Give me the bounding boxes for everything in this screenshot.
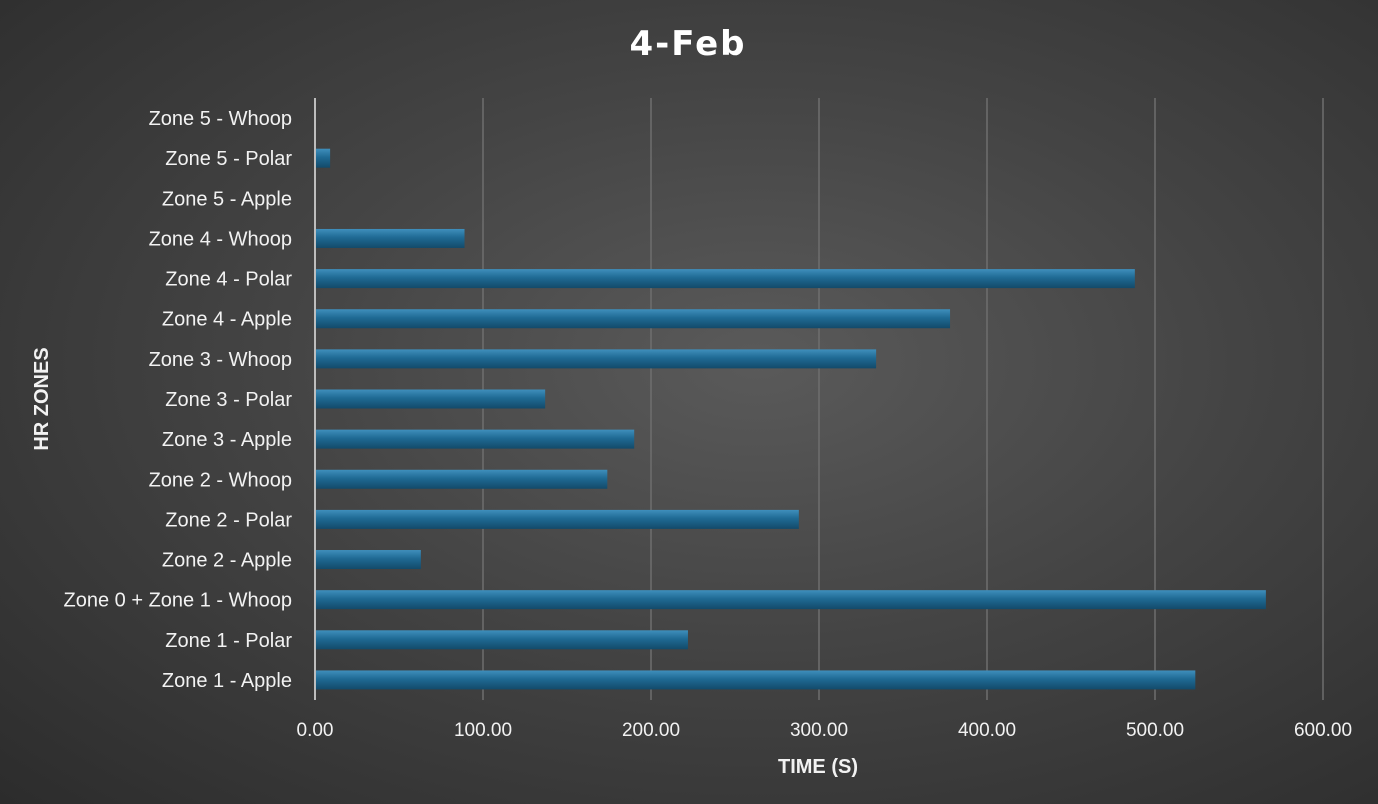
x-tick-labels: 0.00 100.00 200.00 300.00 400.00 500.00 600.00 [297,720,1353,741]
bar [315,228,465,248]
bar [315,630,688,650]
bar [315,148,331,168]
x-tick-label: 200.00 [622,720,680,741]
bar [315,309,951,329]
category-labels: Zone 1 - Apple Zone 1 - Polar Zone 0 + Zon… [64,108,293,692]
category-label: Zone 4 - Whoop [149,228,292,250]
bar [315,469,608,489]
category-label: Zone 1 - Polar [165,630,292,652]
x-tick-label: 0.00 [297,720,334,741]
x-tick-label: 300.00 [790,720,848,741]
chart-title: 4-Feb [629,24,746,64]
category-label: Zone 2 - Polar [165,509,292,531]
x-tick-label: 600.00 [1294,720,1352,741]
category-label: Zone 5 - Whoop [149,108,292,130]
bar [315,389,546,409]
category-label: Zone 4 - Polar [165,269,292,291]
category-label: Zone 3 - Polar [165,389,292,411]
category-label: Zone 3 - Apple [162,429,292,451]
gridlines [482,98,1324,700]
bar [315,269,1135,289]
category-label: Zone 5 - Polar [165,148,292,170]
bars [315,148,1266,690]
category-label: Zone 2 - Apple [162,550,292,572]
category-label: Zone 4 - Apple [162,309,292,331]
y-axis-title: HR ZONES [31,347,53,450]
category-label: Zone 2 - Whoop [149,469,292,491]
bar [315,590,1266,610]
bar [315,429,635,449]
bar [315,670,1196,690]
category-label: Zone 1 - Apple [162,670,292,692]
bar [315,550,421,570]
category-label: Zone 5 - Apple [162,188,292,210]
bar [315,349,877,369]
bar [315,509,799,529]
x-tick-label: 100.00 [454,720,512,741]
category-label: Zone 3 - Whoop [149,349,292,371]
x-axis-title: TIME (S) [778,756,858,778]
x-tick-label: 500.00 [1126,720,1184,741]
category-label: Zone 0 + Zone 1 - Whoop [64,590,292,612]
x-tick-label: 400.00 [958,720,1016,741]
